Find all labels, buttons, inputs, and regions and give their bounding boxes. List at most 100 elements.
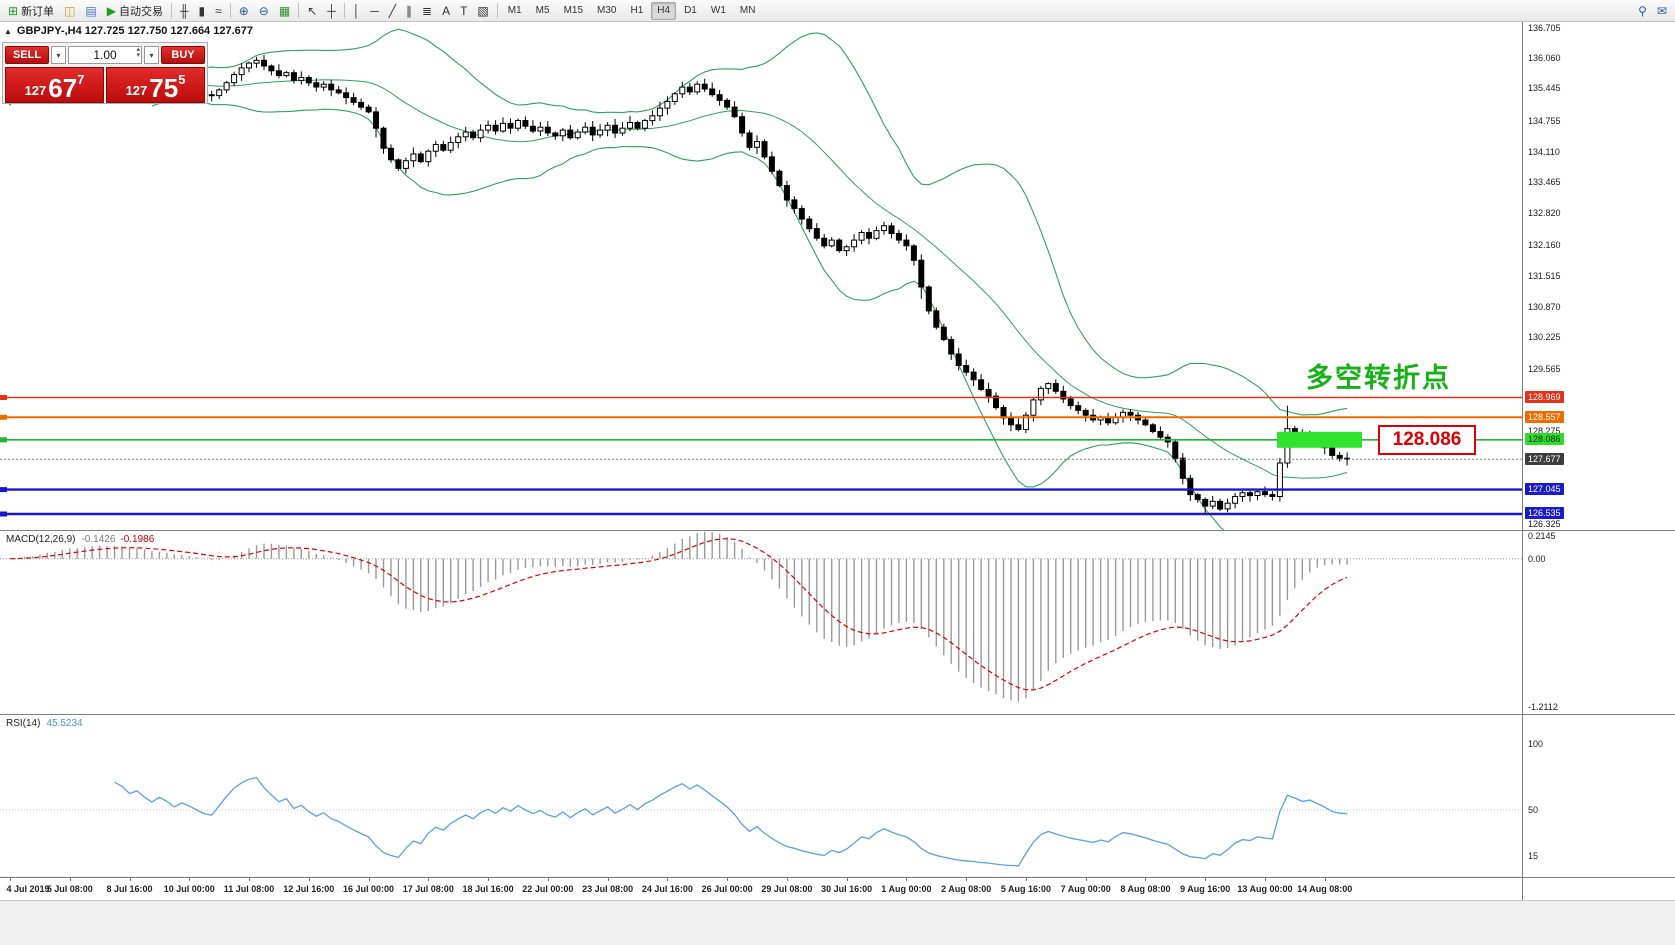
label-button[interactable]: T: [456, 2, 471, 20]
timeframe-m1-button[interactable]: M1: [502, 2, 528, 20]
buy-options-dropdown[interactable]: ▾: [144, 46, 159, 64]
time-axis-tick: [786, 877, 788, 881]
timeframe-m5-button[interactable]: M5: [530, 2, 556, 20]
trendline-button[interactable]: ╱: [385, 2, 400, 20]
new-order-button-label: 新订单: [21, 5, 55, 18]
macd-signal-line: [9, 538, 1348, 691]
price-axis-label: 130.870: [1528, 301, 1561, 312]
auto-trading-icon: ▶: [106, 3, 116, 18]
time-axis-label: 9 Aug 16:00: [1180, 884, 1231, 894]
bollinger-bands: [151, 28, 1348, 530]
rsi-scale-label: 50: [1528, 805, 1539, 815]
search-button[interactable]: ⚲: [1634, 2, 1651, 20]
community-icon: ✉: [1656, 3, 1667, 18]
main-chart-panel: ▲ GBPJPY-,H4 127.725 127.750 127.664 127…: [0, 22, 1522, 530]
price-axis-label: 136.060: [1528, 53, 1561, 64]
zoom-out-button[interactable]: ⊖: [255, 2, 273, 20]
price-tag-126.535: 126.535: [1525, 507, 1564, 520]
timeframe-m15-button[interactable]: M15: [558, 2, 589, 20]
highlight-zone[interactable]: [1277, 431, 1362, 448]
hline-marker-icon: [0, 437, 7, 443]
toolbar-left-group: ⊞ 新订单 ◫ ▤ ▶ 自动交易 ╫ ▮ ≈ ⊕ ⊖ ▦ ↖ ┼ │ ─ ╱ ∥ ≣ A T ▧ M1 M5 M15 M30 H1 H…: [3, 1, 762, 20]
line-chart-button[interactable]: ≈: [211, 2, 226, 20]
time-axis-tick: [308, 877, 310, 881]
time-axis[interactable]: 4 Jul 2019 5 Jul 08:00 8 Jul 16:00 10 Jul 0…: [0, 877, 1522, 900]
volume-stepper[interactable]: ▴ ▾: [136, 46, 140, 60]
time-axis-tick: [607, 877, 609, 881]
ask-price-button[interactable]: 127 75 5: [106, 67, 205, 103]
hline-marker-icon: [0, 511, 7, 517]
toolbar-separator: [229, 3, 231, 18]
price-axis-label: 131.515: [1528, 270, 1561, 281]
horizontal-line-button[interactable]: ─: [366, 2, 383, 20]
time-axis-label: 2 Aug 08:00: [941, 884, 992, 894]
bar-chart-button[interactable]: ╫: [176, 2, 193, 20]
sell-button[interactable]: SELL: [5, 46, 49, 64]
zoom-in-button[interactable]: ⊕: [235, 2, 253, 20]
community-button[interactable]: ✉: [1653, 2, 1671, 20]
collapse-panel-icon[interactable]: ▲: [4, 26, 12, 36]
chart-window-icon: ◫: [64, 3, 76, 18]
macd-title: MACD(12,26,9) -0.1426 -0.1986: [6, 534, 154, 545]
current-price-tag: 127.677: [1525, 452, 1564, 465]
volume-up-icon[interactable]: ▴: [136, 46, 140, 53]
hline-marker-icon: [0, 414, 7, 420]
time-axis-label: 26 Jul 00:00: [701, 884, 753, 894]
time-axis-label: 13 Aug 00:00: [1237, 884, 1293, 894]
chart-window-button[interactable]: ◫: [60, 2, 79, 20]
panel-separator[interactable]: [0, 714, 1675, 715]
profiles-button[interactable]: ▤: [81, 2, 100, 20]
hline-marker-icon: [0, 395, 7, 400]
timeframe-m30-button[interactable]: M30: [591, 2, 622, 20]
time-axis-label: 8 Jul 16:00: [106, 884, 153, 894]
volume-input[interactable]: 1.00 ▴ ▾: [68, 46, 142, 64]
one-click-trading-panel: SELL ▾ 1.00 ▴ ▾ ▾ BUY 127 67 7 127 75 5: [2, 42, 208, 104]
price-axis[interactable]: 136.705 136.060 135.445 134.755 134.110 133.4…: [1522, 22, 1675, 900]
price-callout-box[interactable]: 128.086: [1378, 425, 1476, 455]
horizontal-line-icon: ─: [370, 3, 379, 18]
rsi-title: RSI(14) 45.5234: [6, 718, 83, 729]
panel-separator[interactable]: [0, 530, 1675, 531]
volume-value[interactable]: 1.00: [93, 48, 117, 62]
time-axis-tick: [1025, 877, 1027, 881]
auto-trading-button[interactable]: ▶ 自动交易: [103, 2, 167, 20]
timeframe-d1-button[interactable]: D1: [678, 2, 703, 20]
candlestick-chart-button[interactable]: ▮: [195, 2, 210, 20]
cursor-button[interactable]: ↖: [303, 2, 321, 20]
toolbar-separator: [496, 3, 498, 18]
macd-signal-value: -0.1986: [120, 534, 155, 545]
price-axis-label: 129.565: [1528, 364, 1561, 375]
sell-options-dropdown[interactable]: ▾: [51, 46, 66, 64]
price-chart[interactable]: [0, 22, 1522, 530]
tile-windows-icon: ▦: [278, 3, 291, 18]
time-axis-tick: [846, 877, 848, 881]
timeframe-h4-button[interactable]: H4: [651, 1, 677, 20]
shapes-button[interactable]: ▧: [473, 2, 492, 20]
timeframe-h1-button[interactable]: H1: [624, 2, 649, 20]
status-area: [0, 900, 1675, 945]
tile-windows-button[interactable]: ▦: [275, 2, 294, 20]
timeframe-mn-button[interactable]: MN: [734, 2, 762, 20]
bid-price-button[interactable]: 127 67 7: [5, 67, 104, 103]
ask-pips: 75: [149, 72, 179, 103]
timeframe-w1-button[interactable]: W1: [705, 2, 732, 20]
crosshair-button[interactable]: ┼: [323, 2, 340, 20]
panel-separator: [0, 877, 1675, 878]
cursor-icon: ↖: [307, 3, 318, 18]
buy-button[interactable]: BUY: [161, 46, 205, 64]
channel-icon: ∥: [406, 3, 412, 18]
volume-down-icon[interactable]: ▾: [136, 52, 140, 60]
fibonacci-button[interactable]: ≣: [418, 2, 436, 20]
candlestick-series: [7, 54, 1351, 515]
text-button[interactable]: A: [438, 2, 454, 20]
one-click-top-row: SELL ▾ 1.00 ▴ ▾ ▾ BUY: [5, 45, 205, 65]
label-icon: T: [460, 3, 468, 18]
price-tag-128.086: 128.086: [1525, 433, 1564, 446]
new-order-button[interactable]: ⊞ 新订单: [4, 2, 58, 20]
time-axis-label: 12 Jul 16:00: [283, 884, 335, 894]
channel-button[interactable]: ∥: [402, 2, 416, 20]
vertical-line-button[interactable]: │: [349, 2, 365, 20]
one-click-price-row: 127 67 7 127 75 5: [5, 67, 205, 103]
macd-scale-label: 0.00: [1528, 553, 1546, 564]
